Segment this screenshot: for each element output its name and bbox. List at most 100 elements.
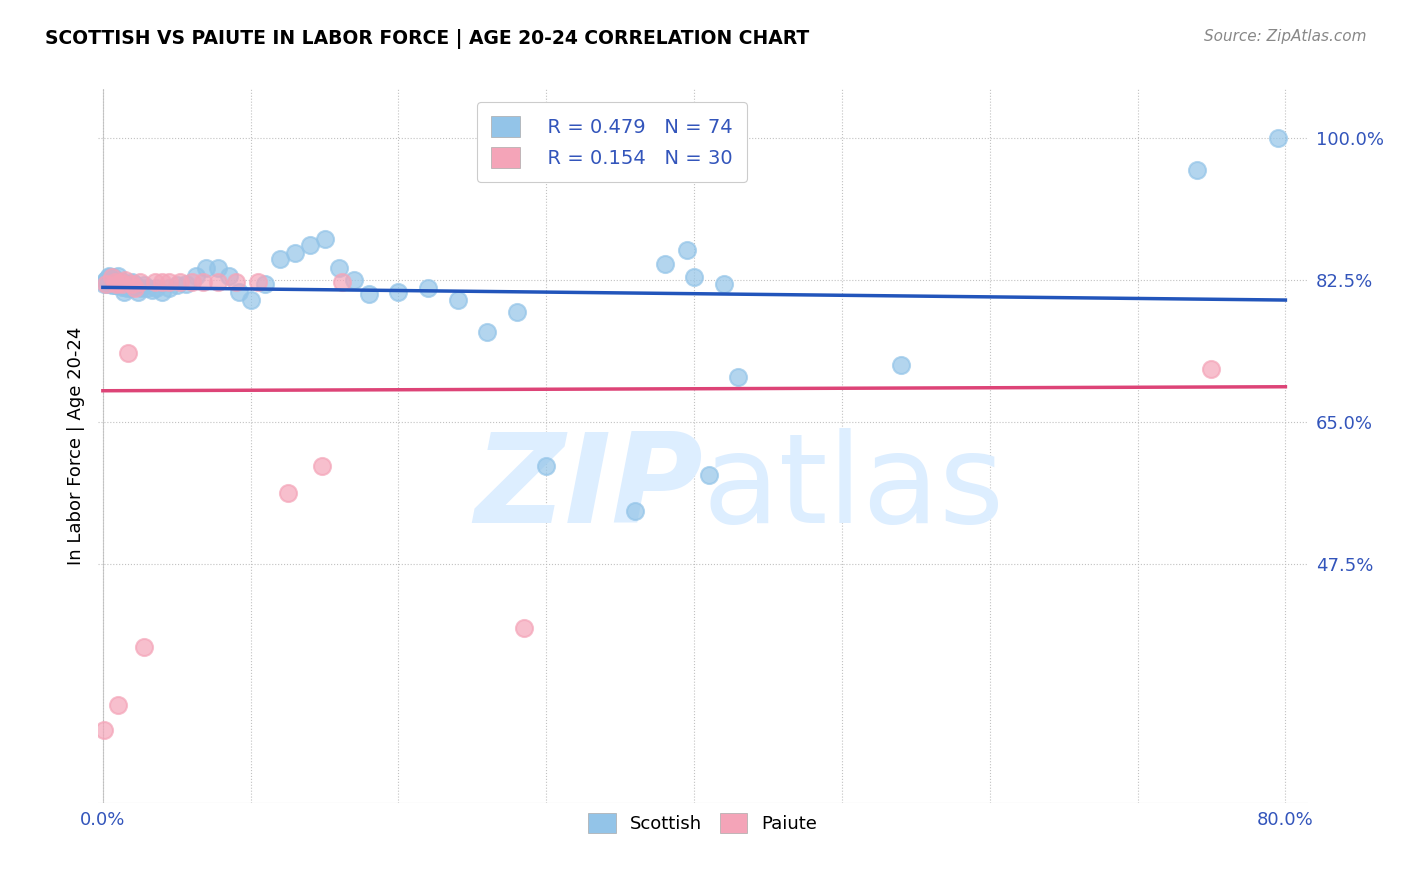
Point xyxy=(121,275,143,289)
Point xyxy=(477,326,499,340)
Point xyxy=(536,459,558,474)
Point xyxy=(110,275,132,289)
Point xyxy=(114,278,136,293)
Point xyxy=(195,260,218,275)
Point xyxy=(145,281,167,295)
Point xyxy=(111,280,134,294)
Point xyxy=(150,285,173,299)
Point xyxy=(96,277,118,291)
Point xyxy=(104,273,127,287)
Point xyxy=(103,277,125,291)
Point xyxy=(122,277,145,291)
Point xyxy=(330,275,353,289)
Point xyxy=(94,273,117,287)
Point xyxy=(103,270,125,285)
Point xyxy=(506,305,529,319)
Point xyxy=(98,273,121,287)
Point xyxy=(134,278,156,293)
Point xyxy=(228,285,250,299)
Point xyxy=(284,246,307,260)
Point xyxy=(169,275,191,289)
Point xyxy=(96,273,118,287)
Point xyxy=(107,698,129,713)
Point xyxy=(218,268,240,283)
Point xyxy=(277,486,299,500)
Point xyxy=(269,252,291,267)
Point xyxy=(207,275,229,289)
Point xyxy=(93,723,115,737)
Point xyxy=(357,286,380,301)
Point xyxy=(108,278,131,293)
Point xyxy=(343,273,366,287)
Point xyxy=(111,275,134,289)
Point xyxy=(180,275,202,289)
Point xyxy=(128,275,150,289)
Point xyxy=(110,275,132,289)
Point xyxy=(416,281,439,295)
Point xyxy=(104,278,127,293)
Point xyxy=(193,275,215,289)
Point xyxy=(129,281,152,295)
Point xyxy=(150,275,173,289)
Point xyxy=(103,810,125,824)
Point xyxy=(108,277,131,291)
Point xyxy=(124,278,146,293)
Point xyxy=(247,275,270,289)
Point xyxy=(114,273,136,287)
Point xyxy=(387,285,409,299)
Point xyxy=(118,278,141,293)
Point xyxy=(136,281,159,295)
Point xyxy=(890,358,912,372)
Y-axis label: In Labor Force | Age 20-24: In Labor Force | Age 20-24 xyxy=(66,326,84,566)
Point xyxy=(1185,163,1208,178)
Point xyxy=(110,278,132,293)
Point xyxy=(100,270,122,285)
Point xyxy=(93,277,115,291)
Point xyxy=(239,293,262,307)
Point xyxy=(727,370,749,384)
Point xyxy=(143,275,166,289)
Point xyxy=(141,283,163,297)
Point xyxy=(166,278,188,293)
Point xyxy=(105,277,128,291)
Point xyxy=(117,345,139,359)
Point xyxy=(107,268,129,283)
Point xyxy=(207,260,229,275)
Point xyxy=(100,273,122,287)
Point xyxy=(157,281,180,295)
Point xyxy=(328,260,350,275)
Point xyxy=(124,281,146,295)
Point xyxy=(1201,362,1223,376)
Text: ZIP: ZIP xyxy=(474,428,703,549)
Point xyxy=(624,504,647,518)
Legend: Scottish, Paiute: Scottish, Paiute xyxy=(581,805,825,840)
Point xyxy=(105,278,128,293)
Text: SCOTTISH VS PAIUTE IN LABOR FORCE | AGE 20-24 CORRELATION CHART: SCOTTISH VS PAIUTE IN LABOR FORCE | AGE … xyxy=(45,29,810,48)
Point xyxy=(115,281,138,295)
Point xyxy=(311,459,333,474)
Point xyxy=(683,270,706,285)
Point xyxy=(117,277,139,291)
Point xyxy=(697,468,720,483)
Point xyxy=(105,275,128,289)
Point xyxy=(298,238,321,252)
Point xyxy=(174,277,197,291)
Text: Source: ZipAtlas.com: Source: ZipAtlas.com xyxy=(1204,29,1367,44)
Point xyxy=(98,277,121,291)
Point xyxy=(513,622,536,636)
Point xyxy=(127,285,149,299)
Point xyxy=(107,275,129,289)
Point xyxy=(121,277,143,291)
Point xyxy=(100,278,122,293)
Point xyxy=(675,243,697,257)
Point xyxy=(157,275,180,289)
Point xyxy=(97,268,120,283)
Point xyxy=(1267,131,1289,145)
Point xyxy=(314,232,336,246)
Point xyxy=(94,273,117,287)
Point xyxy=(134,640,156,654)
Point xyxy=(184,268,207,283)
Point xyxy=(654,256,676,270)
Point xyxy=(104,275,127,289)
Point xyxy=(97,270,120,285)
